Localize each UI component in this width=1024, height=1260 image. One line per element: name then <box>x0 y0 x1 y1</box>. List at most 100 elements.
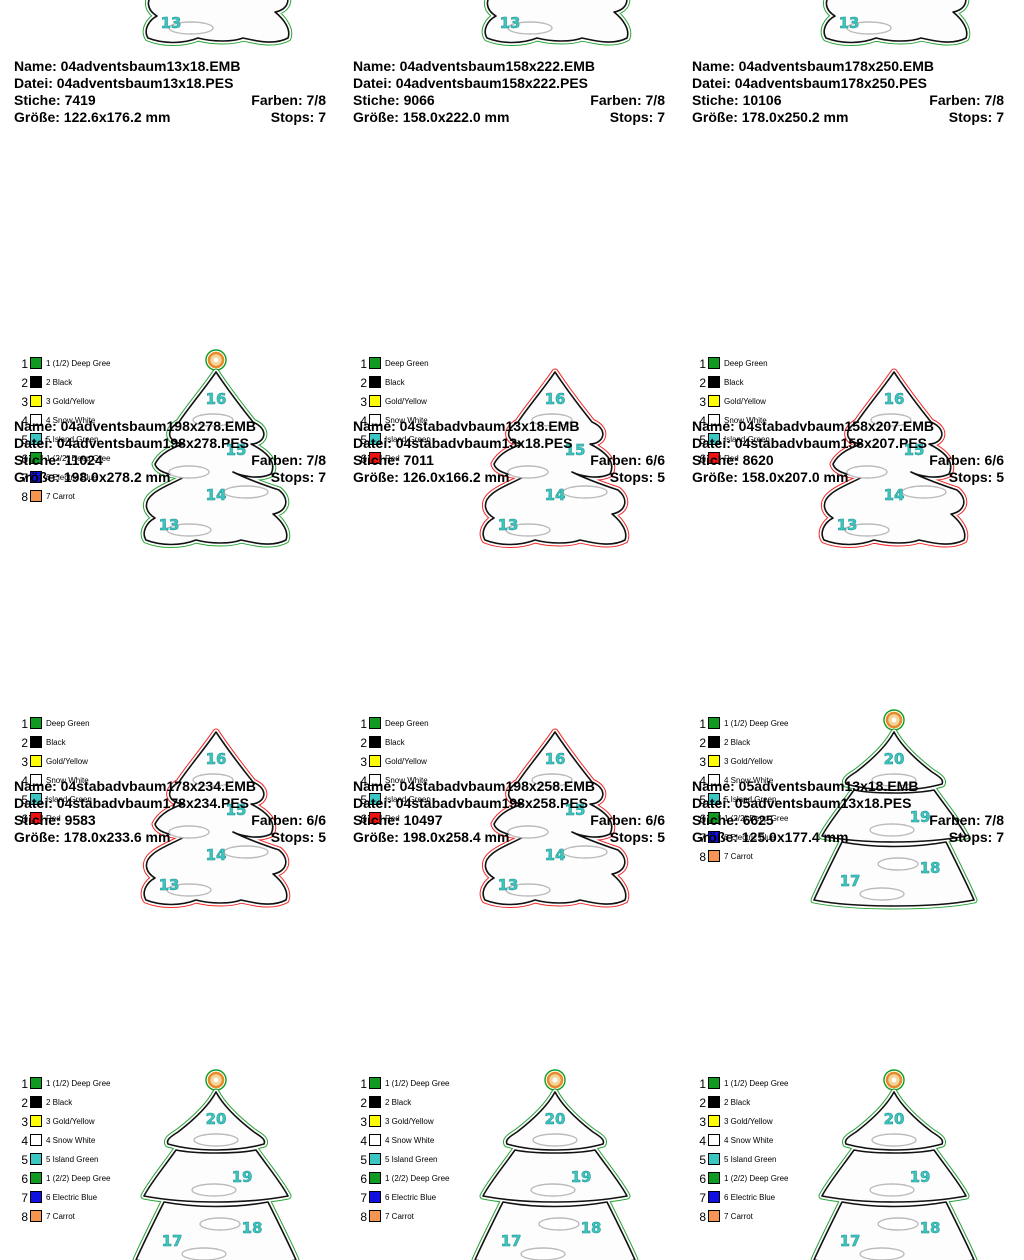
design-stitches: Stiche: 8620 Farben: 6/6 <box>692 452 1004 469</box>
legend-row: 4 Snow White <box>16 773 126 792</box>
pocket-opening <box>871 773 917 787</box>
design-name-text: Name: 04stabadvbaum158x207.EMB <box>692 418 935 434</box>
legend-row: 4 4 Snow White <box>694 773 804 792</box>
design-stitches-right: Farben: 7/8 <box>251 92 326 108</box>
thread-color-swatch <box>708 755 720 767</box>
thread-color-label: Red <box>724 454 739 463</box>
design-size: Größe: 125.0x177.4 mm Stops: 7 <box>692 829 1004 846</box>
tree-design: 20 19 18 17 <box>810 1069 978 1260</box>
thread-color-label: Black <box>724 378 744 387</box>
thread-color-swatch <box>30 755 42 767</box>
thread-color-label: 5 Island Green <box>724 795 777 804</box>
pocket-opening <box>223 485 269 499</box>
legend-row: 3 Gold/Yellow <box>355 754 465 773</box>
legend-row: 6 Red <box>355 451 465 470</box>
legend-number: 5 <box>360 433 367 447</box>
pocket-opening <box>168 465 210 479</box>
pocket-opening <box>191 1183 237 1197</box>
advent-number: 15 <box>904 441 925 459</box>
legend-number: 3 <box>699 755 706 769</box>
legend-number: 3 <box>21 755 28 769</box>
design-name: Name: 04adventsbaum178x250.EMB <box>692 58 1004 75</box>
legend-number: 5 <box>21 793 28 807</box>
design-name: Name: 04stabadvbaum158x207.EMB <box>692 418 1004 435</box>
design-stitches-text: Stiche: 11024 <box>14 452 103 468</box>
design-preview: 20 19 18 17 <box>810 1069 978 1260</box>
thread-color-swatch <box>369 357 381 369</box>
design-file-text: Datei: 04stabadvbaum13x18.PES <box>353 435 573 451</box>
design-size-text: Größe: 178.0x250.2 mm <box>692 109 849 125</box>
legend-number: 1 <box>21 357 28 371</box>
design-stitches-right: Farben: 7/8 <box>929 92 1004 108</box>
thread-color-swatch <box>369 793 381 805</box>
advent-number: 14 <box>208 0 229 2</box>
thread-color-swatch <box>30 376 42 388</box>
tree-design: 16 15 14 13 <box>818 368 969 548</box>
legend-number: 1 <box>699 357 706 371</box>
thread-color-label: 4 Snow White <box>46 416 96 425</box>
thread-color-label: 1 (1/2) Deep Gree <box>46 359 111 368</box>
legend-row: 3 3 Gold/Yellow <box>694 754 804 773</box>
advent-number: 19 <box>910 1168 931 1186</box>
legend-row: 3 Gold/Yellow <box>355 394 465 413</box>
pocket-opening <box>562 845 608 859</box>
design-size-right: Stops: 5 <box>609 469 665 485</box>
thread-color-swatch <box>30 774 42 786</box>
design-file: Datei: 04adventsbaum178x250.PES <box>692 75 1004 92</box>
thread-color-label: Deep Green <box>385 359 429 368</box>
legend-number: 2 <box>360 736 367 750</box>
tree-design: 16 15 14 13 <box>140 728 291 908</box>
design-name-text: Name: 04stabadvbaum178x234.EMB <box>14 778 257 794</box>
design-stitches-text: Stiche: 10497 <box>353 812 443 828</box>
design-size: Größe: 122.6x176.2 mm Stops: 7 <box>14 109 326 126</box>
thread-color-swatch <box>708 414 720 426</box>
design-name-text: Name: 04adventsbaum158x222.EMB <box>353 58 596 74</box>
advent-number: 19 <box>910 808 931 826</box>
advent-number: 13 <box>498 516 519 534</box>
pocket-opening <box>562 485 608 499</box>
design-file-text: Datei: 04adventsbaum198x278.PES <box>14 435 250 451</box>
thread-color-swatch <box>708 452 720 464</box>
thread-color-label: 3 Gold/Yellow <box>724 757 773 766</box>
pocket-opening <box>192 413 234 427</box>
design-size-text: Größe: 125.0x177.4 mm <box>692 829 849 845</box>
pocket-opening <box>871 1133 917 1147</box>
design-file-text: Datei: 04adventsbaum178x250.PES <box>692 75 928 91</box>
design-size: Größe: 178.0x233.6 mm Stops: 5 <box>14 829 326 846</box>
advent-number: 14 <box>206 486 227 504</box>
design-card: 1 Deep Green 2 Black 3 Gold/Yellow 4 Snow White… <box>347 180 677 548</box>
legend-number: 1 <box>21 717 28 731</box>
pocket-opening <box>223 845 269 859</box>
thread-color-swatch <box>30 414 42 426</box>
thread-color-label: Gold/Yellow <box>385 757 427 766</box>
legend-row: 1 1 (1/2) Deep Gree <box>694 716 804 735</box>
legend-row: 1 Deep Green <box>16 716 126 735</box>
thread-color-label: Deep Green <box>46 719 90 728</box>
thread-color-swatch <box>708 433 720 445</box>
thread-color-label: 1 (2/2) Deep Gree <box>724 814 789 823</box>
advent-number: 13 <box>159 516 180 534</box>
thread-color-swatch <box>369 414 381 426</box>
design-preview: 20 19 18 17 <box>471 1069 639 1260</box>
design-file: Datei: 04stabadvbaum178x234.PES <box>14 795 326 812</box>
tree-design: 20 19 18 17 <box>810 709 978 910</box>
legend-number: 2 <box>699 736 706 750</box>
design-file: Datei: 05adventsbaum13x18.PES <box>692 795 1004 812</box>
design-size-text: Größe: 198.0x258.4 mm <box>353 829 510 845</box>
design-file: Datei: 04adventsbaum13x18.PES <box>14 75 326 92</box>
design-name: Name: 04adventsbaum198x278.EMB <box>14 418 326 435</box>
advent-number: 13 <box>500 14 521 32</box>
design-size-text: Größe: 178.0x233.6 mm <box>14 829 171 845</box>
pocket-opening <box>877 857 919 871</box>
thread-color-swatch <box>30 452 42 464</box>
design-file: Datei: 04adventsbaum198x278.PES <box>14 435 326 452</box>
design-stitches-right: Farben: 7/8 <box>590 92 665 108</box>
thread-color-swatch <box>369 376 381 388</box>
advent-number: 13 <box>161 14 182 32</box>
design-stitches: Stiche: 9066 Farben: 7/8 <box>353 92 665 109</box>
thread-color-label: 3 Gold/Yellow <box>46 397 95 406</box>
advent-number: 17 <box>501 1232 522 1250</box>
